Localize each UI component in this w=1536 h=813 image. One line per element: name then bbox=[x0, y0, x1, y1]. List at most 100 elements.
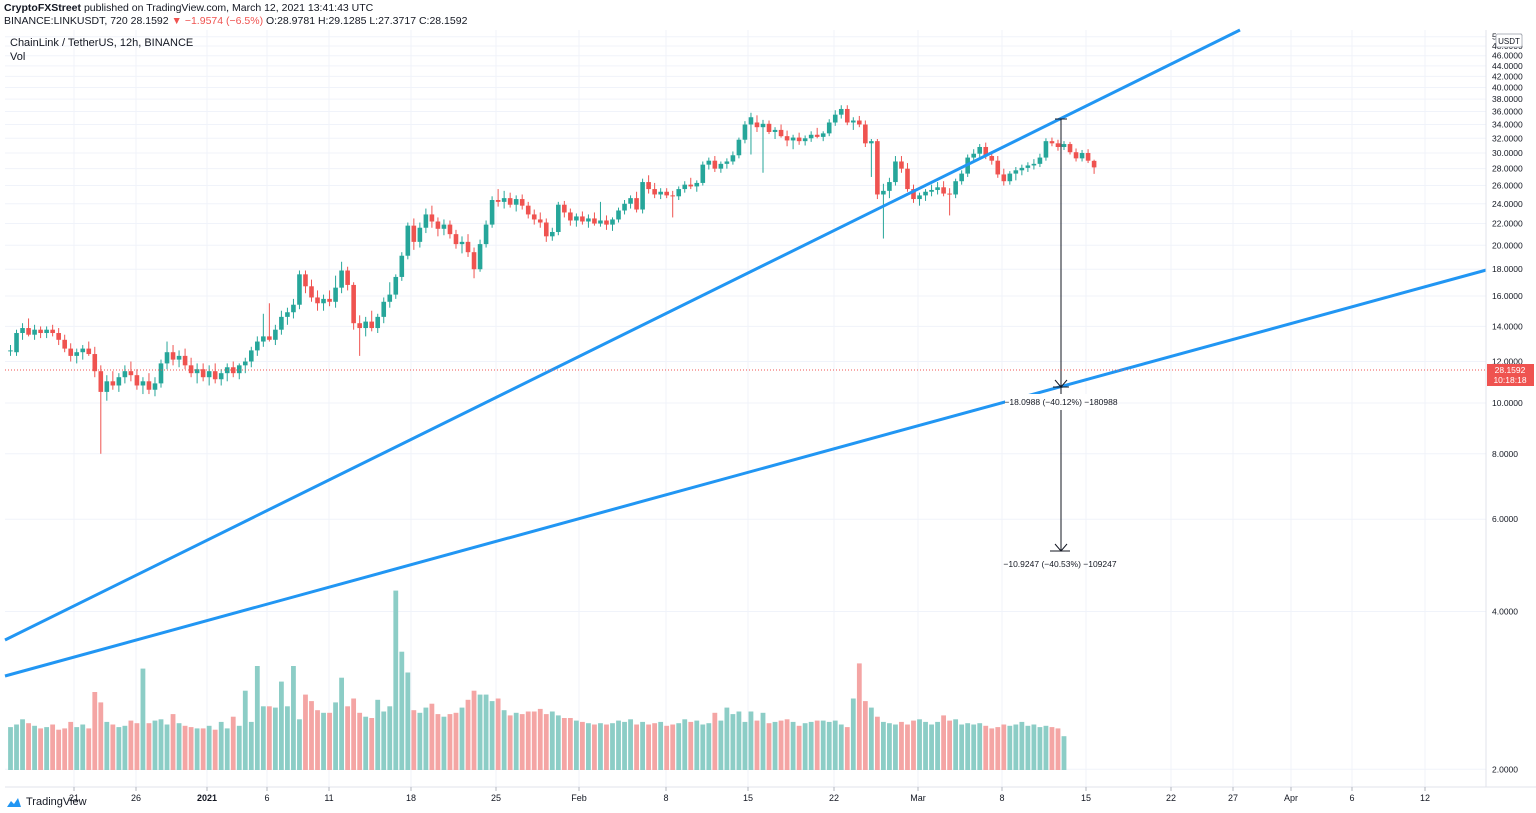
candle-body bbox=[339, 270, 344, 288]
candle bbox=[598, 201, 603, 227]
publisher-name: CryptoFXStreet bbox=[4, 2, 82, 14]
candle-body bbox=[748, 117, 754, 125]
symbol-ohlc-line: BINANCE:LINKUSDT, 720 28.1592 ▼ −1.9574 … bbox=[4, 15, 467, 28]
candle bbox=[1079, 149, 1085, 162]
candle bbox=[808, 131, 814, 142]
candle bbox=[62, 334, 67, 353]
volume-bar bbox=[417, 712, 423, 770]
candle-body bbox=[399, 255, 405, 277]
candle bbox=[1001, 168, 1007, 186]
y-tick-label: 10.0000 bbox=[1492, 398, 1523, 408]
candle bbox=[712, 156, 718, 172]
candle bbox=[1013, 167, 1019, 181]
candle-body bbox=[598, 220, 603, 224]
candle bbox=[766, 120, 772, 135]
volume-bar bbox=[616, 720, 621, 770]
volume-bar bbox=[977, 723, 983, 770]
candle-body bbox=[851, 120, 856, 123]
volume-bar bbox=[387, 706, 393, 770]
volume-bar bbox=[435, 714, 441, 770]
lower-trendline[interactable] bbox=[4, 267, 1491, 678]
candle-body bbox=[1025, 165, 1031, 168]
volume-bar bbox=[236, 725, 242, 770]
candle-body bbox=[303, 274, 308, 287]
y-tick-label: 6.0000 bbox=[1492, 514, 1518, 524]
candle-body bbox=[959, 173, 964, 182]
candle-body bbox=[911, 189, 916, 200]
volume-bar bbox=[820, 720, 826, 770]
candle bbox=[760, 119, 766, 173]
volume-bar bbox=[893, 724, 898, 770]
volume-bar bbox=[140, 668, 146, 770]
volume-bar bbox=[995, 727, 1001, 770]
candle-body bbox=[218, 373, 224, 380]
legend-title[interactable]: ChainLink / TetherUS, 12h, BINANCE bbox=[10, 37, 194, 49]
volume-bar bbox=[291, 666, 296, 770]
volume-bar bbox=[44, 727, 50, 770]
volume-bar bbox=[56, 729, 62, 770]
candle-body bbox=[128, 371, 134, 376]
candle bbox=[899, 156, 904, 173]
volume-bar bbox=[838, 724, 844, 770]
price-tag-countdown: 10:18:18 bbox=[1493, 375, 1526, 385]
legend-vol[interactable]: Vol bbox=[10, 51, 26, 63]
published-text: published on TradingView.com, March 12, … bbox=[83, 2, 374, 14]
candle bbox=[315, 290, 320, 311]
volume-bar bbox=[748, 711, 754, 770]
candle bbox=[778, 124, 784, 138]
volume-bar bbox=[62, 728, 68, 770]
candle bbox=[1055, 139, 1061, 151]
volume-bar bbox=[339, 677, 344, 770]
time-axis[interactable]: 21 26 2021 6 11 18 25 Feb 8 15 22 Mar 8 15 22 27 Apr 6 12 bbox=[5, 786, 1536, 803]
currency-badge bbox=[1495, 33, 1523, 48]
candle bbox=[453, 229, 459, 249]
y-tick-label: 2.0000 bbox=[1492, 764, 1518, 774]
candle-body bbox=[917, 195, 922, 200]
candle bbox=[303, 270, 308, 294]
candle-body bbox=[447, 224, 453, 235]
tradingview-logo[interactable]: TradingView bbox=[6, 796, 87, 808]
y-tick-label: 16.0000 bbox=[1492, 291, 1523, 301]
x-tick-label: 6 bbox=[264, 793, 269, 803]
volume-bar bbox=[8, 727, 13, 770]
candle bbox=[14, 329, 19, 356]
volume-bar bbox=[212, 729, 218, 770]
price-tag bbox=[1487, 364, 1534, 386]
candle bbox=[748, 112, 754, 155]
candle-body bbox=[863, 124, 868, 144]
volume-bar bbox=[20, 719, 25, 770]
y-tick-label: 36.0000 bbox=[1492, 106, 1523, 116]
volume-bar bbox=[971, 724, 977, 770]
upper-measure-label: −18.0988 (−40.12%) −180988 bbox=[1004, 397, 1117, 407]
candle-body bbox=[435, 221, 441, 229]
price-axis[interactable]: 2.0000 4.0000 6.0000 8.0000 10.0000 12.0000 14… bbox=[1485, 30, 1536, 787]
candle-body bbox=[730, 155, 736, 162]
volume-bar bbox=[465, 699, 471, 770]
volume-bar bbox=[874, 716, 880, 770]
volume-bar bbox=[110, 724, 116, 770]
volume-bar bbox=[1001, 724, 1007, 770]
candle-body bbox=[826, 122, 832, 134]
candle bbox=[682, 181, 688, 193]
candle bbox=[417, 222, 423, 248]
x-tick-label: 11 bbox=[324, 793, 333, 803]
volume-bar bbox=[844, 727, 850, 770]
candle-body bbox=[387, 294, 393, 302]
candle bbox=[357, 315, 362, 356]
candle-body bbox=[664, 191, 669, 196]
volume-bar bbox=[429, 703, 435, 770]
candle-body bbox=[760, 123, 766, 128]
candle bbox=[363, 316, 368, 337]
x-tick-label: 2021 bbox=[197, 793, 217, 803]
upper-trendline[interactable] bbox=[4, 28, 1241, 642]
candle-body bbox=[194, 369, 200, 374]
candle-body bbox=[309, 286, 314, 298]
candle-body bbox=[20, 328, 25, 334]
candle bbox=[670, 190, 675, 218]
candle bbox=[592, 212, 597, 226]
volume-bar bbox=[50, 724, 56, 770]
candle-body bbox=[44, 329, 49, 334]
candle-body bbox=[477, 244, 483, 270]
candle bbox=[92, 346, 98, 378]
